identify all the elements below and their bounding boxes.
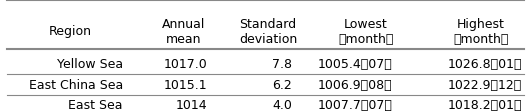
Text: 4.0: 4.0 [272,98,292,111]
Text: 1006.9（08）: 1006.9（08） [318,78,392,91]
Text: East China Sea: East China Sea [29,78,123,91]
Text: 1005.4（07）: 1005.4（07） [318,58,392,70]
Text: 1007.7（07）: 1007.7（07） [318,98,392,111]
Text: Highest
（month）: Highest （month） [453,18,509,46]
Text: 6.2: 6.2 [272,78,292,91]
Text: 1022.9（12）: 1022.9（12） [448,78,521,91]
Text: 1026.8（01）: 1026.8（01） [447,58,521,70]
Text: Lowest
（month）: Lowest （month） [338,18,393,46]
Text: 1014: 1014 [176,98,208,111]
Text: Region: Region [48,25,91,38]
Text: 7.8: 7.8 [272,58,292,70]
Text: 1015.1: 1015.1 [164,78,208,91]
Text: Yellow Sea: Yellow Sea [57,58,123,70]
Text: Standard
deviation: Standard deviation [239,18,297,46]
Text: East Sea: East Sea [68,98,123,111]
Text: 1017.0: 1017.0 [164,58,208,70]
Text: 1018.2（01）: 1018.2（01） [447,98,521,111]
Text: Annual
mean: Annual mean [162,18,205,46]
